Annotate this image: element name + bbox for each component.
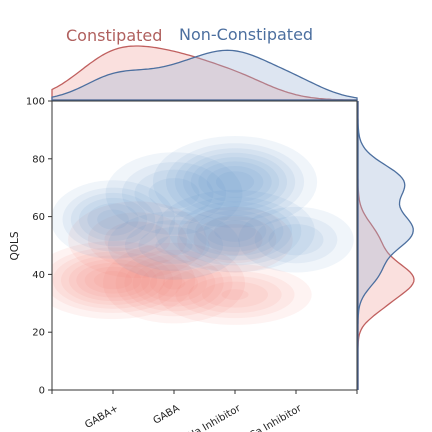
y-tick-label: 0 xyxy=(39,386,45,397)
top-marginal-constipated xyxy=(51,45,358,101)
x-tick-label: Ca Inhibitor xyxy=(248,403,304,432)
kde-contour xyxy=(76,262,150,298)
kde-contour xyxy=(78,197,148,242)
kde-contour xyxy=(215,171,255,193)
kde-contour xyxy=(68,201,207,279)
kde-contour xyxy=(141,264,207,302)
kde-contour xyxy=(203,214,267,248)
kde-contour xyxy=(124,254,224,312)
kde-contour xyxy=(103,242,245,324)
x-tick-label: GABA xyxy=(151,403,181,427)
kde-contour xyxy=(186,206,284,257)
kde-contour xyxy=(177,201,293,261)
kde-contour xyxy=(52,241,196,320)
right-marginal-non-constipated xyxy=(357,101,414,390)
kde-contour xyxy=(254,216,338,264)
kde-contour xyxy=(52,251,174,309)
kde-contour xyxy=(148,178,200,209)
kde-contour xyxy=(193,216,277,264)
kde-contour xyxy=(70,192,156,247)
kde-contour xyxy=(104,221,171,258)
kde-contour xyxy=(268,224,324,256)
kde-contour xyxy=(60,255,166,305)
kde-contour xyxy=(207,224,263,256)
y-axis-label: QOLS xyxy=(9,231,21,260)
kde-contour xyxy=(177,206,293,273)
x-tick-label: GABA+ xyxy=(83,403,120,431)
kde-contour xyxy=(149,269,199,297)
kde-contour xyxy=(121,162,227,225)
kde-contour xyxy=(190,157,280,207)
right-marginal-plot xyxy=(357,101,415,390)
kde-contour xyxy=(155,189,315,273)
kde-contour xyxy=(202,281,268,308)
kde-contour xyxy=(238,206,354,273)
kde-contour xyxy=(162,276,186,290)
kde-contour xyxy=(182,152,288,212)
kde-contour xyxy=(93,271,133,290)
kde-contour xyxy=(198,161,272,203)
y-tick-label: 20 xyxy=(32,328,45,339)
kde-contour xyxy=(52,247,183,313)
kde-contour xyxy=(221,289,249,300)
kde-contour xyxy=(105,152,243,235)
joint-kde-plot xyxy=(52,135,354,325)
legend-item-constipated: Constipated xyxy=(66,26,162,45)
y-tick-label: 100 xyxy=(26,97,45,108)
kde-contour xyxy=(214,220,256,242)
kde-contour xyxy=(174,148,296,216)
kde-contour xyxy=(138,227,210,264)
top-marginal-non-constipated xyxy=(51,49,358,101)
y-tick-label: 80 xyxy=(32,154,45,165)
x-tick-label: Na Inhibitor xyxy=(186,403,243,432)
kde-density-constipated xyxy=(52,201,312,325)
kde-contour xyxy=(134,169,214,218)
kde-contour xyxy=(52,180,176,259)
kde-contour xyxy=(68,259,158,302)
kde-contour xyxy=(84,266,142,294)
kde-density-non-constipated xyxy=(52,135,354,280)
kde-contour xyxy=(206,166,264,198)
kde-contour xyxy=(87,203,139,236)
kde-contour xyxy=(195,210,275,252)
kde-contour xyxy=(124,220,224,271)
legend-item-non-constipated: Non-Constipated xyxy=(179,25,313,44)
kde-contour xyxy=(168,196,302,266)
y-tick-label: 60 xyxy=(32,212,45,223)
kde-contour xyxy=(155,235,193,256)
kde-contour xyxy=(97,209,129,230)
y-tick-label: 40 xyxy=(32,270,45,281)
kde-contour xyxy=(175,271,295,319)
kde-contour xyxy=(107,211,241,280)
kde-contour xyxy=(132,259,216,307)
kde-contour xyxy=(115,249,233,317)
kde-contour xyxy=(62,187,164,252)
kde-contour xyxy=(188,276,282,314)
top-marginal-plot xyxy=(51,45,358,101)
kde-contour xyxy=(158,264,312,325)
plot-frame xyxy=(51,100,358,391)
kde-contour xyxy=(152,135,318,228)
kde-contour xyxy=(165,143,305,221)
kde-contour xyxy=(87,212,187,268)
